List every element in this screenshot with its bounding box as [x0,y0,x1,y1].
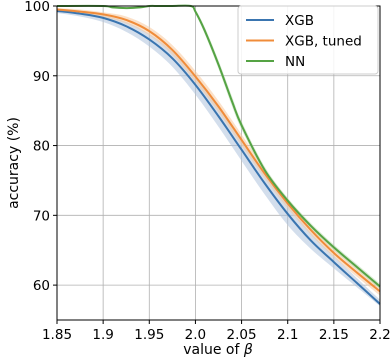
band-xgb-tuned [57,8,380,296]
line-xgb [56,9,381,305]
y-tick-label: 90 [33,69,50,85]
legend: XGB XGB, tuned NN [237,5,379,75]
x-tick-label: 2.15 [319,327,349,343]
x-axis-label: value of β [183,342,253,358]
legend-box [237,5,379,75]
series-lines [56,4,381,305]
x-tick-label: 2.1 [277,327,298,343]
legend-label-nn: NN [285,54,305,70]
x-tick-label: 1.95 [134,327,164,343]
legend-label-xgb: XGB [285,13,314,29]
x-tick-label: 2.05 [227,327,257,343]
y-tick-label: 80 [33,139,50,155]
y-tick-label: 70 [33,208,50,224]
x-tick-label: 2.2 [369,327,390,343]
x-axis-ticks: 1.85 1.9 1.95 2.0 2.05 2.1 2.15 2.2 [42,320,391,343]
y-axis-label: accuracy (%) [6,117,22,209]
band-xgb [57,9,380,307]
x-tick-label: 2.0 [185,327,206,343]
x-axis-label-beta: β [243,342,253,358]
y-tick-label: 60 [33,278,50,294]
x-tick-label: 1.85 [42,327,72,343]
line-nn [56,4,381,288]
legend-label-xgb-tuned: XGB, tuned [285,34,362,50]
plot-frame [56,5,381,321]
x-axis-label-text: value of [183,342,244,358]
line-xgb-tuned [56,8,381,293]
x-tick-label: 1.9 [92,327,113,343]
y-tick-label: 100 [24,0,50,15]
y-axis-ticks: 60 70 80 90 100 [24,0,57,294]
